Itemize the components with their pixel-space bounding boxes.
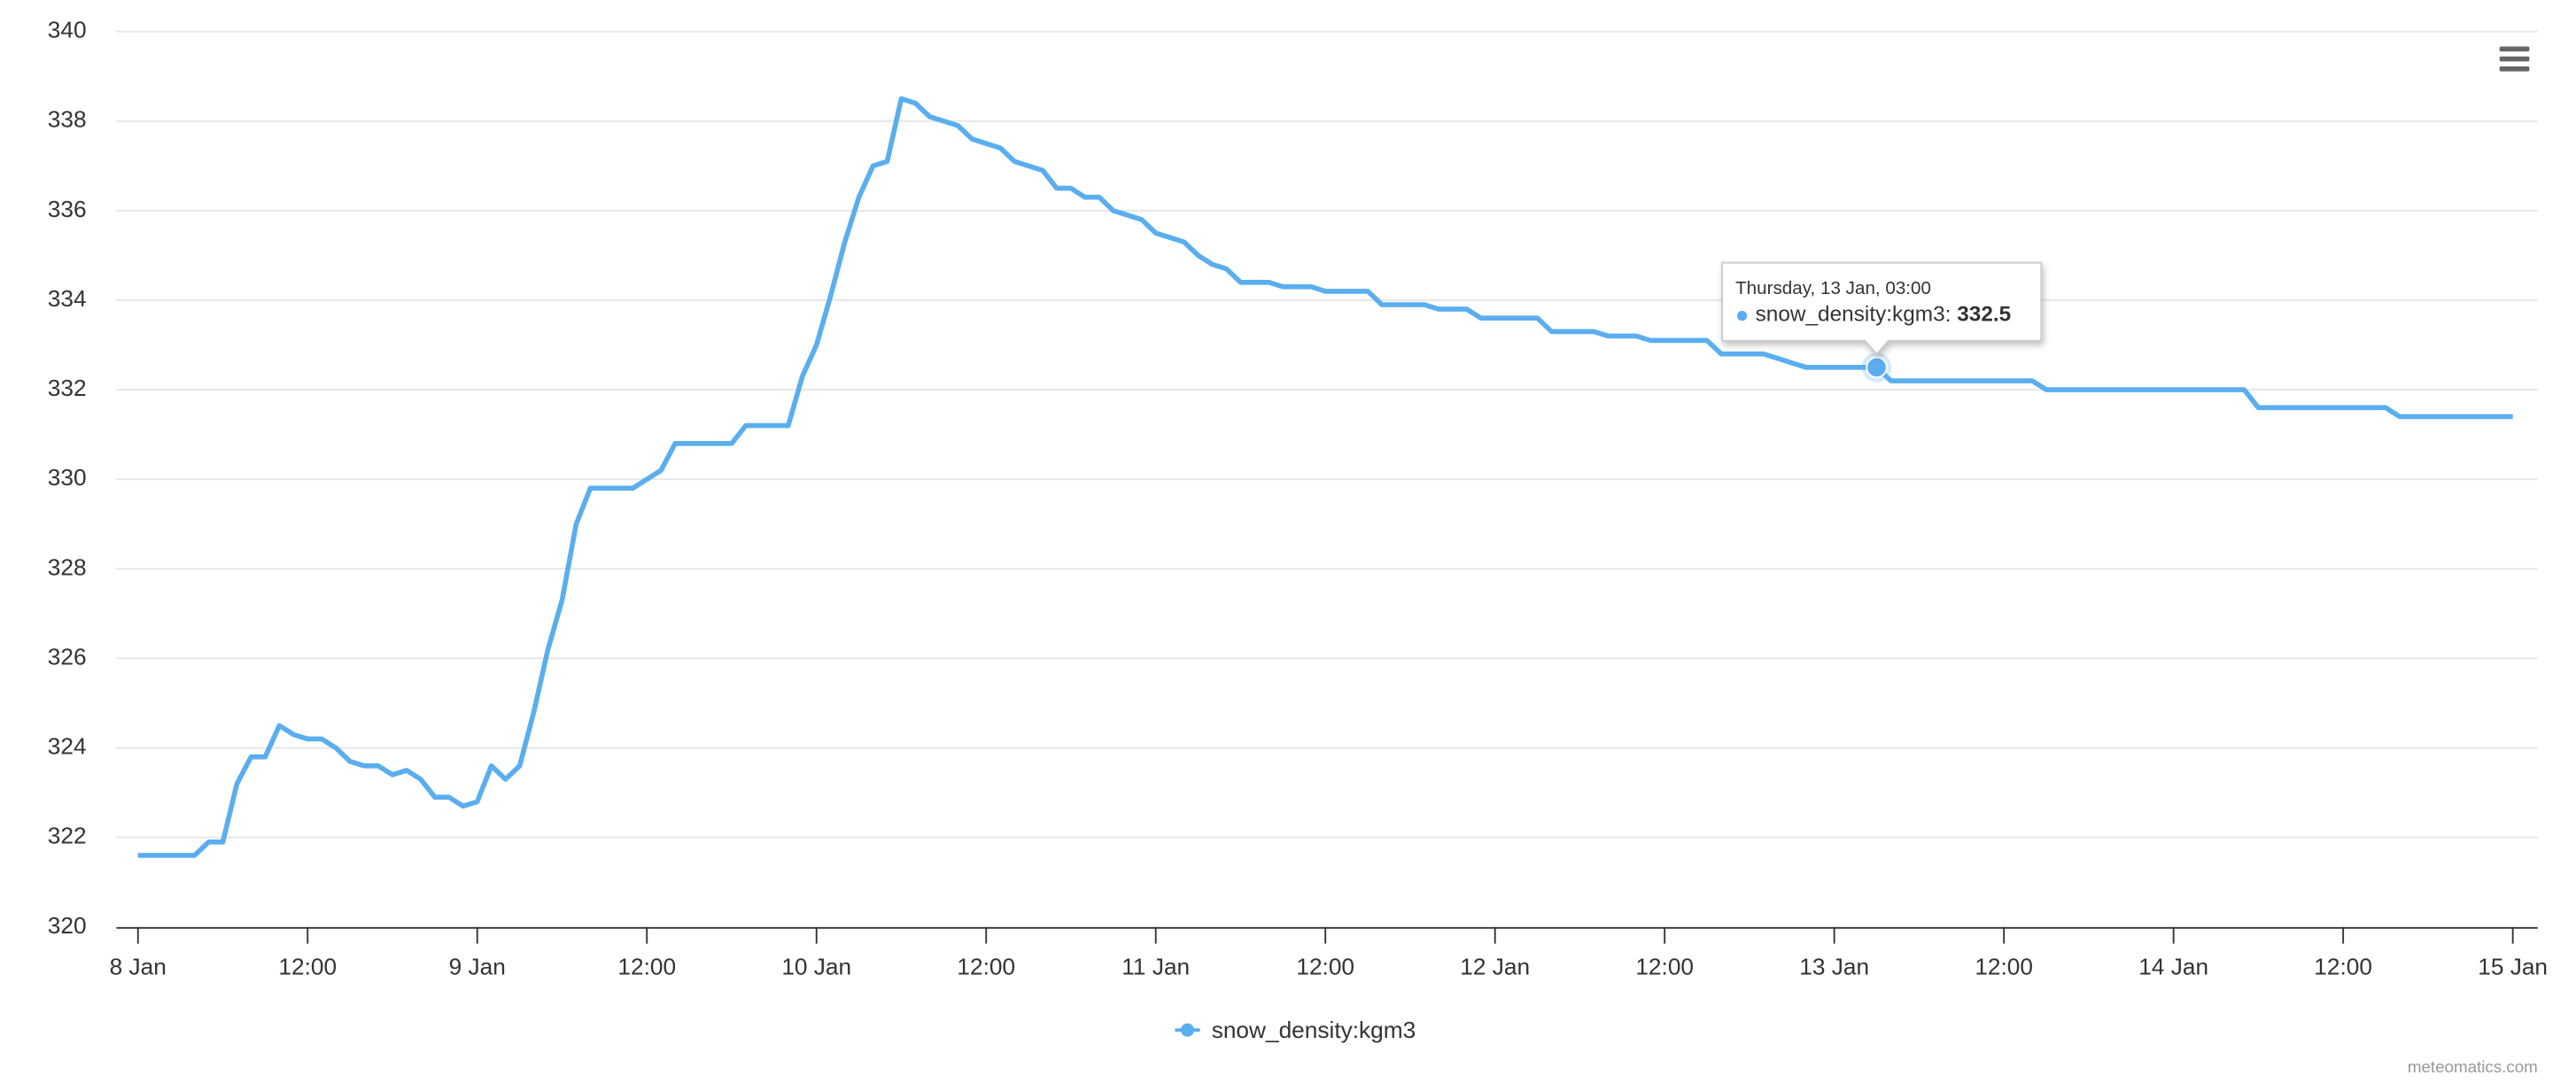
- menu-bar: [2499, 46, 2530, 52]
- y-tick-label: 330: [48, 464, 87, 491]
- x-tick-label: 12 Jan: [1460, 954, 1530, 980]
- tooltip: Thursday, 13 Jan, 03:00 snow_density:kgm3…: [1721, 261, 2043, 383]
- tooltip-box: [1721, 261, 2043, 356]
- tooltip-line: snow_density:kgm3: 332.5: [1756, 303, 2012, 327]
- y-tick-label: 328: [48, 553, 87, 580]
- x-tick-label: 12:00: [1975, 954, 2033, 980]
- hover-point: [1866, 356, 1888, 379]
- x-tick-label: 8 Jan: [110, 954, 167, 980]
- legend[interactable]: snow_density:kgm3: [1175, 1017, 1416, 1043]
- series-line: [137, 96, 2513, 858]
- x-tick-label: 12:00: [278, 954, 337, 980]
- tooltip-value: 332.5: [1957, 303, 2011, 327]
- x-tick-label: 12:00: [1635, 954, 1694, 980]
- x-tick-label: 9 Jan: [449, 954, 506, 980]
- tooltip-series: snow_density:kgm3: [1756, 303, 1945, 327]
- x-tick-label: 14 Jan: [2138, 954, 2208, 980]
- menu-bar: [2499, 66, 2530, 72]
- x-tick-label: 12:00: [957, 954, 1015, 980]
- y-tick-label: 336: [48, 196, 87, 222]
- x-tick-label: 10 Jan: [781, 954, 851, 980]
- grid: [116, 30, 2538, 839]
- x-tick-label: 11 Jan: [1121, 954, 1190, 980]
- y-tick-label: 338: [48, 106, 87, 133]
- x-tick-label: 12:00: [2314, 954, 2372, 980]
- menu-button[interactable]: [2489, 40, 2539, 80]
- y-tick-label: 326: [48, 643, 87, 669]
- y-tick-label: 320: [48, 912, 87, 939]
- legend-label[interactable]: snow_density:kgm3: [1212, 1017, 1416, 1043]
- menu-bar: [2499, 56, 2530, 62]
- y-tick-label: 332: [48, 375, 87, 401]
- y-tick-label: 340: [48, 17, 87, 43]
- y-tick-label: 324: [48, 733, 87, 760]
- x-tick-label: 13 Jan: [1799, 954, 1869, 980]
- plot: [137, 96, 2513, 858]
- tooltip-header: Thursday, 13 Jan, 03:00: [1735, 278, 1931, 298]
- y-tick-label: 334: [48, 285, 87, 312]
- y-tick-label: 322: [48, 823, 87, 849]
- x-tick-label: 15 Jan: [2478, 954, 2548, 980]
- credit[interactable]: meteomatics.com: [2408, 1057, 2538, 1076]
- axes: 320 322 324 326 328 330 332 334 336 338 340 8 Jan 12…: [48, 17, 2548, 980]
- x-tick-label: 12:00: [617, 954, 676, 980]
- tooltip-marker: [1736, 311, 1748, 321]
- legend-marker: [1180, 1023, 1195, 1037]
- x-tick-label: 12:00: [1296, 954, 1354, 980]
